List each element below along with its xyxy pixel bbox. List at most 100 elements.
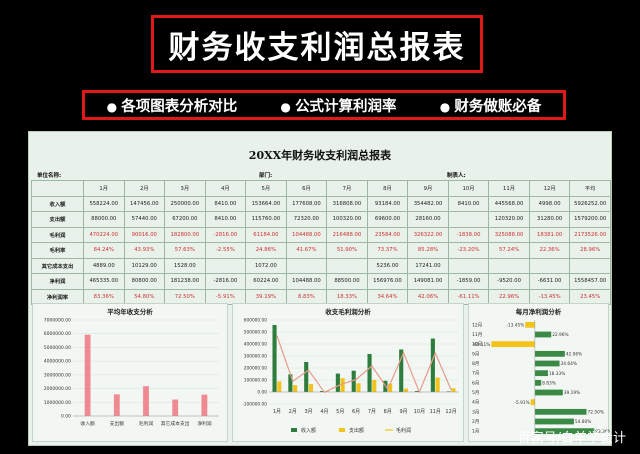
table-cell: 51.90%: [326, 242, 368, 259]
table-cell: 354482.00: [407, 195, 449, 212]
table-cell: -1859.00: [447, 273, 490, 290]
x-tick-label: 9月: [399, 409, 407, 415]
table-cell: 88500.00: [326, 273, 368, 290]
table-row: 收入额 558224.00 147456.00 250000.00 8410.00 153…: [31, 195, 611, 212]
table-cell: 31280.00: [528, 211, 571, 228]
banner-title: 财务收支利润总报表: [151, 15, 483, 73]
legend-label: 收入额: [301, 427, 316, 434]
column-header: 9月: [407, 180, 449, 197]
table-cell: 57.63%: [164, 242, 206, 259]
y-tick-label: 7000000.00: [44, 318, 71, 324]
column-header: 4月: [204, 180, 247, 197]
bar: [534, 379, 542, 386]
income-bar: [288, 374, 293, 392]
y-tick-label: 3月: [472, 409, 479, 415]
y-tick-label: -100000.00: [242, 402, 267, 408]
table-cell: 43.93%: [123, 242, 166, 259]
table-cell: 69600.00: [366, 211, 409, 228]
table-cell: 8410.00: [447, 195, 490, 212]
income-bar: [272, 325, 277, 392]
table-cell: [204, 257, 247, 274]
data-label: 34.64%: [561, 361, 577, 367]
y-tick-label: 600000.00: [244, 318, 268, 324]
income-bar: [399, 349, 404, 392]
y-tick-label: 1月: [472, 429, 479, 435]
income-bar: [446, 391, 451, 392]
expense-bar: [356, 383, 361, 392]
y-tick-label: 1000000.00: [44, 400, 71, 406]
y-tick-label: 5000000.00: [44, 345, 71, 351]
table-cell: 1579200.00: [569, 211, 611, 228]
x-tick-label: 5月: [336, 409, 344, 415]
table-cell: 90016.00: [123, 226, 166, 243]
data-label: 42.06%: [566, 352, 582, 358]
bar: [534, 418, 574, 425]
column-header: 2月: [123, 180, 166, 197]
x-tick-label: 4月: [320, 409, 328, 415]
table-cell: [528, 257, 571, 274]
table-cell: [285, 257, 328, 274]
table-row: 毛利率 84.24% 43.93% 57.63% -2.55% 24.86% 41.67% 5…: [31, 242, 611, 259]
bar: [534, 360, 560, 367]
data-label: -13.45%: [506, 323, 524, 329]
legend-label: 毛利润: [396, 427, 411, 434]
table-cell: 67200.00: [164, 211, 206, 228]
table-cell: 84.24%: [83, 242, 125, 259]
column-header: 12月: [528, 180, 571, 197]
chart-title: 每月净利润分析: [515, 308, 562, 316]
table-cell: [447, 257, 490, 274]
expense-bar: [451, 388, 456, 392]
table-cell: 115760.00: [245, 211, 287, 228]
sheet-title: 20XX年财务收支利润总报表: [248, 149, 392, 162]
table-cell: 1528.00: [164, 257, 206, 274]
table-row: 净利润 465335.00 80800.00 181238.00 -2816.00 602…: [31, 273, 611, 290]
data-label: -61.11%: [472, 342, 490, 348]
table-cell: 28.96%: [569, 242, 611, 259]
legend-swatch: [339, 428, 345, 432]
table-cell: 23.45%: [569, 288, 611, 305]
table-cell: 22.36%: [528, 242, 571, 259]
expense-bar: [388, 383, 393, 392]
bar: [534, 428, 595, 435]
data-label: 83.36%: [595, 429, 610, 435]
table-cell: 1558457.00: [569, 273, 611, 290]
bar: [525, 321, 535, 328]
table-cell: [447, 211, 490, 228]
y-tick-label: 6月: [472, 380, 479, 386]
bar: [534, 370, 548, 377]
column-header: 平均: [569, 180, 611, 197]
corner-header: [31, 180, 84, 197]
chart-panel-netprofit: 每月净利润分析 12月 -13.45% 11月 22.96% 10月 -61.11% 9月 4…: [468, 303, 612, 442]
y-tick-label: 2月: [472, 419, 479, 425]
table-cell: 470224.00: [83, 226, 125, 243]
income-bar: [304, 362, 309, 392]
table-cell: 4889.00: [83, 257, 125, 274]
dept-label: 部门:: [259, 173, 273, 179]
maker-label: 制表人:: [447, 173, 466, 179]
row-label: 毛利率: [31, 242, 84, 259]
bar: [491, 341, 535, 348]
table-cell: 8410.00: [204, 195, 247, 212]
table-cell: -23.20%: [447, 242, 490, 259]
x-tick-label: 1月: [273, 409, 281, 415]
table-cell: 17241.00: [407, 257, 449, 274]
bar: [172, 399, 179, 416]
table-cell: 149081.00: [407, 273, 449, 290]
row-label: 收入额: [31, 195, 84, 212]
x-tick-label: 11月: [430, 409, 441, 415]
x-tick-label: 收入额: [80, 420, 95, 427]
y-tick-label: 2000000.00: [44, 386, 71, 392]
table-cell: -2.55%: [204, 242, 247, 259]
table-cell: 325088.00: [488, 226, 530, 243]
table-cell: 445568.00: [488, 195, 530, 212]
feature-item: 财务做账必备: [440, 95, 541, 116]
chart-panel-annual: 平均年收支分析 7000000.00 6000000.00 5000000.00 40…: [32, 303, 228, 442]
column-header: 6月: [285, 180, 328, 197]
table-cell: 181238.00: [164, 273, 206, 290]
row-label: 其它成本支出: [31, 257, 84, 274]
table-cell: 120320.00: [488, 211, 530, 228]
table-cell: 326322.00: [407, 226, 449, 243]
table-cell: 182800.00: [164, 226, 206, 243]
table-cell: 18381.00: [528, 226, 571, 243]
income-bar: [414, 390, 420, 392]
